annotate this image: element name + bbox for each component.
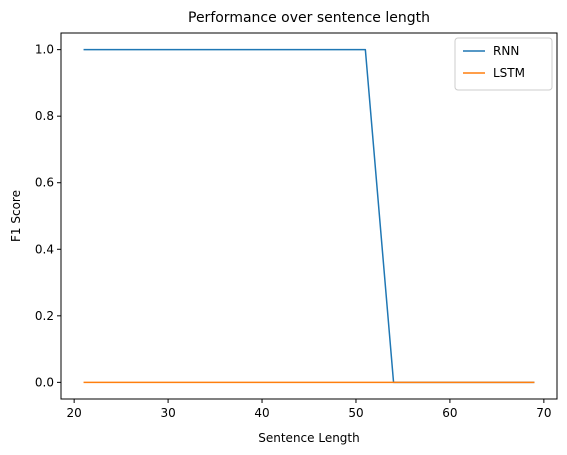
- y-tick-label: 0.0: [35, 375, 54, 389]
- x-axis: 20 30 40 50 60 70: [67, 399, 551, 420]
- y-tick-label: 0.2: [35, 309, 54, 323]
- x-tick-label: 40: [254, 406, 269, 420]
- plot-frame: [60, 32, 558, 400]
- y-axis-title: F1 Score: [9, 190, 23, 242]
- y-axis: 0.0 0.2 0.4 0.6 0.8 1.0: [35, 43, 61, 389]
- legend-label-lstm: LSTM: [493, 66, 525, 80]
- x-tick-label: 20: [67, 406, 82, 420]
- x-tick-label: 60: [442, 406, 457, 420]
- y-tick-label: 1.0: [35, 43, 54, 57]
- y-tick-label: 0.8: [35, 109, 54, 123]
- y-tick-label: 0.6: [35, 176, 54, 190]
- x-tick-label: 50: [348, 406, 363, 420]
- plot-area: [60, 32, 558, 400]
- y-tick-label: 0.4: [35, 242, 54, 256]
- series-line-rnn: [83, 48, 535, 384]
- x-tick-label: 70: [536, 406, 551, 420]
- chart-title: Performance over sentence length: [188, 10, 430, 26]
- x-axis-title: Sentence Length: [258, 431, 359, 445]
- x-tick-label: 30: [160, 406, 175, 420]
- legend-label-rnn: RNN: [493, 44, 519, 58]
- legend: RNN LSTM: [454, 37, 553, 91]
- series-layer: [83, 48, 535, 384]
